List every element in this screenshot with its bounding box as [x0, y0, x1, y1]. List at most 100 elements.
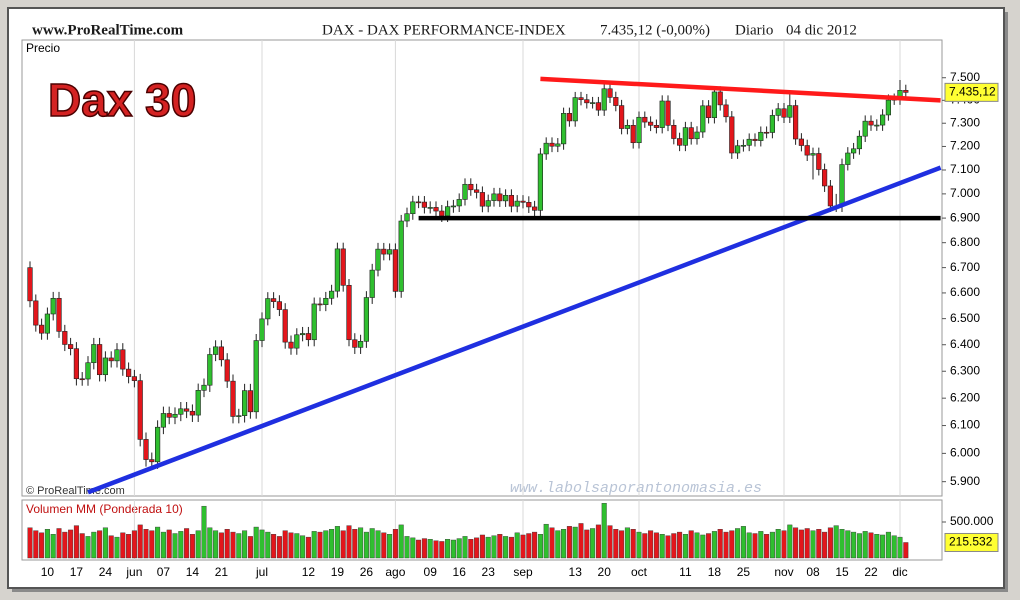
- x-tick-label: sep: [513, 565, 533, 579]
- volume-bar: [514, 532, 520, 559]
- x-tick-label: 20: [598, 565, 612, 579]
- x-tick-label: dic: [892, 565, 907, 579]
- volume-bar: [85, 536, 91, 559]
- candle-body: [584, 99, 590, 104]
- candle-body: [758, 131, 764, 141]
- volume-bar: [288, 532, 294, 559]
- candle-body: [740, 144, 746, 147]
- volume-bar: [764, 534, 770, 559]
- candle-body: [763, 131, 770, 134]
- volume-bar: [410, 537, 416, 559]
- volume-bar: [120, 532, 126, 559]
- candle-body: [62, 331, 68, 345]
- volume-bar: [73, 525, 79, 559]
- candle-body: [845, 152, 851, 165]
- volume-bar: [340, 530, 346, 559]
- volume-bar: [300, 535, 306, 559]
- candle-body: [439, 210, 445, 217]
- candle-body: [491, 193, 497, 201]
- volume-bar: [630, 529, 636, 559]
- candle-body: [549, 142, 555, 147]
- volume-bar: [149, 530, 155, 559]
- candle-body: [514, 200, 520, 207]
- volume-bar: [787, 524, 793, 559]
- last-volume-box: [944, 532, 999, 552]
- candle-body: [207, 354, 213, 386]
- candle-body: [874, 124, 880, 127]
- volume-bar: [282, 530, 288, 559]
- candle-body: [462, 183, 468, 200]
- volume-bar: [682, 534, 688, 559]
- volume-bar: [474, 537, 480, 559]
- trend-line: [87, 165, 942, 495]
- volume-bar: [624, 527, 630, 559]
- x-tick-label: 22: [864, 565, 878, 579]
- volume-bar: [68, 529, 74, 559]
- y-tick-label: 6.600: [950, 285, 980, 299]
- x-tick-label: 07: [157, 565, 171, 579]
- candle-body: [305, 333, 312, 341]
- candle-body: [636, 116, 642, 144]
- candle-body: [363, 297, 370, 342]
- volume-bar: [242, 530, 248, 559]
- candle-body: [340, 248, 346, 286]
- volume-bar: [462, 536, 468, 559]
- candle-body: [711, 91, 717, 119]
- volume-bar: [445, 539, 451, 559]
- volume-bar: [218, 532, 224, 559]
- watermark: www.labolsaporantonomasia.es: [510, 480, 762, 497]
- volume-bar: [346, 525, 352, 559]
- candle-body: [821, 169, 828, 187]
- volume-bar: [468, 539, 474, 559]
- volume-bar: [700, 534, 706, 559]
- candle-body: [108, 357, 114, 362]
- candle-body: [270, 298, 277, 302]
- candle-body: [746, 138, 752, 146]
- x-tick-label: 11: [679, 565, 692, 579]
- candle-body: [862, 120, 868, 137]
- candle-body: [294, 334, 300, 349]
- candle-body: [143, 439, 149, 460]
- volume-bar: [549, 527, 555, 559]
- y-tick-label: 5.900: [950, 474, 980, 488]
- candle-body: [792, 105, 799, 140]
- volume-bar: [195, 530, 201, 559]
- candle-body: [79, 378, 85, 381]
- candle-body: [404, 213, 410, 222]
- candle-body: [613, 97, 619, 106]
- volume-bar: [880, 534, 886, 559]
- candle-body: [659, 100, 665, 128]
- volume-bar: [769, 531, 775, 559]
- candle-body: [288, 341, 294, 349]
- site: www.ProRealTime.com: [32, 22, 184, 38]
- volume-bar: [479, 534, 485, 559]
- volume-bar: [578, 523, 584, 559]
- volume-bar: [33, 530, 39, 559]
- candle-body: [73, 348, 79, 380]
- volume-bar: [572, 526, 578, 559]
- candle-body: [68, 344, 74, 349]
- volume-bar: [706, 533, 712, 559]
- candle-body: [276, 301, 283, 310]
- volume-bar: [433, 540, 439, 559]
- volume-bar: [746, 532, 752, 559]
- volume-bar: [671, 533, 677, 559]
- candle-body: [444, 206, 451, 217]
- candle-body: [299, 333, 306, 336]
- volume-bar: [897, 536, 903, 559]
- volume-bar: [236, 533, 242, 559]
- candle-body: [155, 426, 161, 463]
- candle-body: [433, 207, 439, 212]
- volume-bar: [160, 531, 166, 559]
- x-tick-label: 25: [737, 565, 751, 579]
- candle-body: [885, 99, 891, 116]
- candle-body: [850, 148, 857, 154]
- volume-bar: [166, 529, 172, 559]
- volume-bar: [851, 531, 857, 559]
- candle-body: [357, 341, 364, 348]
- y-tick-label: 500.000: [950, 514, 994, 528]
- candle-body: [520, 200, 526, 203]
- volume-bar: [885, 531, 891, 559]
- volume-bar: [561, 529, 567, 559]
- candle-body: [607, 88, 613, 98]
